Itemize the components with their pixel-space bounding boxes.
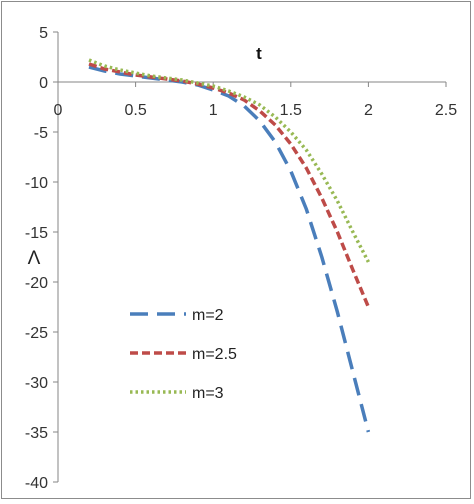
- x-tick-label: 0.5: [124, 102, 146, 119]
- y-tick-label: 0: [39, 75, 48, 92]
- y-tick-label: -40: [25, 475, 48, 492]
- series-line-3: [88, 58, 370, 263]
- series-line-2: [88, 62, 371, 308]
- y-tick-label: -5: [34, 125, 48, 142]
- y-tick-label: -30: [25, 375, 48, 392]
- legend-label-2: m=2.5: [192, 346, 237, 363]
- x-tick-label: 1.5: [280, 102, 302, 119]
- x-tick-label: 0: [54, 102, 63, 119]
- x-tick-label: 1: [209, 102, 218, 119]
- y-axis-title: Λ: [28, 248, 41, 269]
- y-tick-label: -10: [25, 175, 48, 192]
- axes: 5 0 -5 -10 -15 -20 -25 -30 -35 -40 0 0.5 1 1.5 2 2.5: [25, 25, 457, 492]
- legend: m=2 m=2.5 m=3: [130, 307, 237, 402]
- series-layer: [88, 58, 371, 433]
- x-axis-title: t: [256, 44, 262, 63]
- x-tick-label: 2: [364, 102, 373, 119]
- legend-label-1: m=2: [192, 307, 224, 324]
- y-tick-label: -15: [25, 225, 48, 242]
- y-tick-label: -25: [25, 325, 48, 342]
- chart-frame: 5 0 -5 -10 -15 -20 -25 -30 -35 -40 0 0.5 1 1.5 2 2.5 m=…: [1, 1, 471, 499]
- legend-label-3: m=3: [192, 385, 224, 402]
- y-tick-label: -20: [25, 275, 48, 292]
- series-line-1: [88, 65, 371, 433]
- x-tick-label: 2.5: [435, 102, 457, 119]
- y-tick-label: -35: [25, 425, 48, 442]
- y-tick-label: 5: [39, 25, 48, 42]
